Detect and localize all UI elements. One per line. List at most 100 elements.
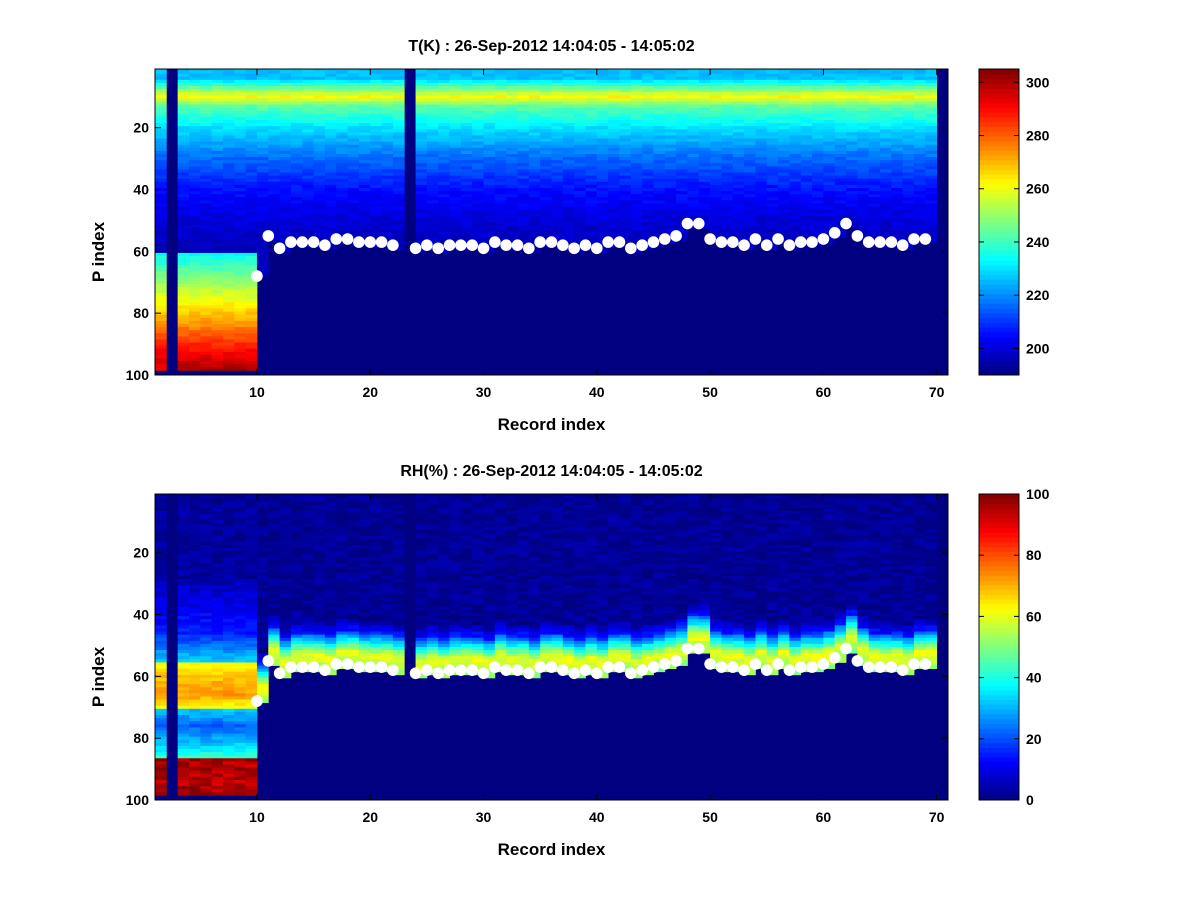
heatmap-cell: [574, 150, 586, 155]
heatmap-cell: [517, 107, 530, 112]
heatmap-cell: [188, 95, 201, 99]
heatmap-cell: [506, 197, 518, 201]
heatmap-cell: [585, 166, 598, 170]
heatmap-cell: [324, 228, 337, 232]
heatmap-cell: [177, 311, 190, 316]
data-point: [919, 233, 932, 245]
heatmap-cell: [585, 178, 598, 183]
heatmap-cell: [868, 69, 881, 71]
heatmap-cell: [200, 517, 213, 521]
heatmap-cell: [732, 194, 745, 198]
heatmap-cell: [211, 715, 224, 719]
heatmap-cell: [857, 95, 870, 99]
heatmap-cell: [268, 154, 281, 158]
heatmap-cell: [211, 302, 224, 306]
heatmap-cell: [222, 554, 235, 558]
heatmap-cell: [302, 95, 314, 99]
heatmap-cell: [494, 79, 507, 84]
heatmap-cell: [517, 218, 530, 223]
data-point: [421, 239, 433, 251]
heatmap-cell: [766, 157, 779, 161]
colorbar-step: [979, 274, 1019, 280]
heatmap-cell: [313, 138, 326, 143]
heatmap-cell: [585, 141, 598, 146]
colorbar-step: [979, 198, 1019, 204]
heatmap-cell: [562, 215, 575, 220]
heatmap-cell: [211, 342, 224, 347]
heatmap-cell: [834, 92, 847, 96]
heatmap-cell: [268, 92, 281, 96]
heatmap-cell: [245, 330, 258, 334]
heatmap-cell: [290, 135, 303, 139]
heatmap-cell: [200, 225, 213, 229]
heatmap-cell: [279, 73, 292, 78]
data-point: [738, 239, 750, 251]
heatmap-cell: [234, 209, 247, 214]
heatmap-cell: [200, 773, 213, 778]
heatmap-cell: [222, 745, 235, 750]
heatmap-cell: [528, 231, 541, 235]
heatmap-cell: [256, 252, 269, 257]
heatmap-cell: [336, 231, 348, 235]
data-point: [409, 242, 422, 255]
heatmap-cell: [914, 123, 926, 127]
heatmap-cell: [200, 150, 213, 155]
heatmap-cell: [608, 209, 620, 214]
heatmap-cell: [211, 609, 224, 614]
heatmap-cell: [460, 222, 473, 226]
heatmap-cell: [200, 354, 213, 359]
heatmap-cell: [642, 126, 654, 130]
heatmap-cell: [313, 191, 326, 195]
heatmap-cell: [925, 92, 938, 96]
heatmap-cell: [313, 184, 326, 189]
heatmap-cell: [245, 237, 258, 241]
heatmap-cell: [290, 141, 303, 146]
heatmap-cell: [256, 70, 269, 75]
heatmap-cell: [177, 783, 190, 787]
heatmap-cell: [302, 86, 314, 90]
heatmap-cell: [370, 150, 382, 155]
heatmap-cell: [177, 647, 190, 651]
heatmap-cell: [188, 677, 201, 682]
heatmap-cell: [857, 70, 870, 75]
heatmap-cell: [381, 116, 394, 121]
heatmap-cell: [732, 191, 745, 195]
heatmap-cell: [155, 668, 167, 673]
heatmap-cell: [925, 79, 938, 84]
heatmap-cell: [698, 169, 711, 173]
heatmap-cell: [222, 70, 235, 75]
heatmap-cell: [211, 554, 224, 558]
heatmap-cell: [744, 175, 756, 180]
heatmap-cell: [177, 739, 190, 744]
heatmap-cell: [290, 243, 303, 248]
heatmap-cell: [234, 296, 247, 300]
heatmap-cell: [846, 175, 858, 180]
heatmap-cell: [200, 336, 213, 340]
heatmap-cell: [177, 348, 190, 353]
heatmap-cell: [177, 324, 190, 328]
heatmap-cell: [710, 92, 722, 96]
heatmap-cell: [517, 123, 530, 127]
heatmap-cell: [381, 237, 394, 241]
heatmap-cell: [358, 188, 371, 192]
heatmap-cell: [460, 141, 473, 146]
heatmap-cell: [370, 188, 382, 192]
heatmap-cell: [188, 708, 201, 713]
heatmap-cell: [812, 132, 824, 136]
heatmap-cell: [211, 79, 224, 84]
heatmap-cell: [472, 79, 484, 84]
heatmap-cell: [857, 82, 870, 87]
heatmap-cell: [155, 206, 167, 211]
heatmap-cell: [392, 104, 405, 109]
heatmap-cell: [460, 166, 473, 170]
heatmap-cell: [155, 191, 167, 195]
heatmap-cell: [698, 181, 711, 186]
heatmap-cell: [914, 225, 926, 229]
heatmap-cell: [155, 336, 167, 340]
heatmap-cell: [880, 89, 892, 93]
heatmap-cell: [902, 157, 915, 161]
heatmap-cell: [574, 206, 586, 211]
heatmap-cell: [211, 517, 224, 521]
heatmap-cell: [812, 79, 824, 84]
data-point: [692, 217, 705, 230]
